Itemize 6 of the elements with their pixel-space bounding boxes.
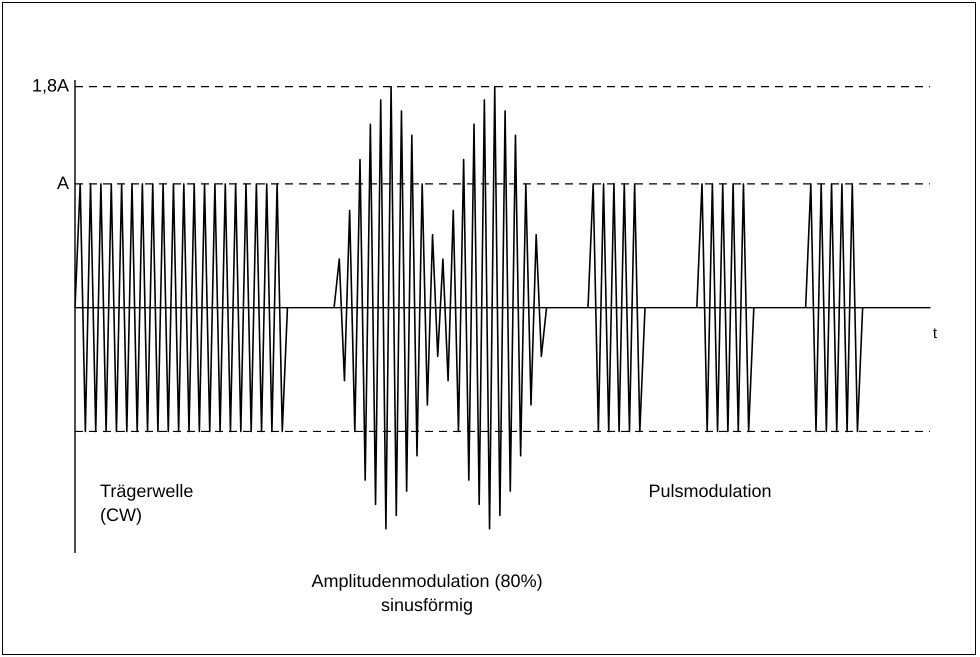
annotation: Pulsmodulation [648,480,772,501]
x-axis-title: t [932,324,938,342]
ref-line-label: 1,8A [32,76,69,96]
ref-line-label: A [56,172,69,193]
annotation: Trägerwelle (CW) [100,480,194,525]
text: Amplitudenmodulation (80%) sinusförmig [311,570,543,615]
